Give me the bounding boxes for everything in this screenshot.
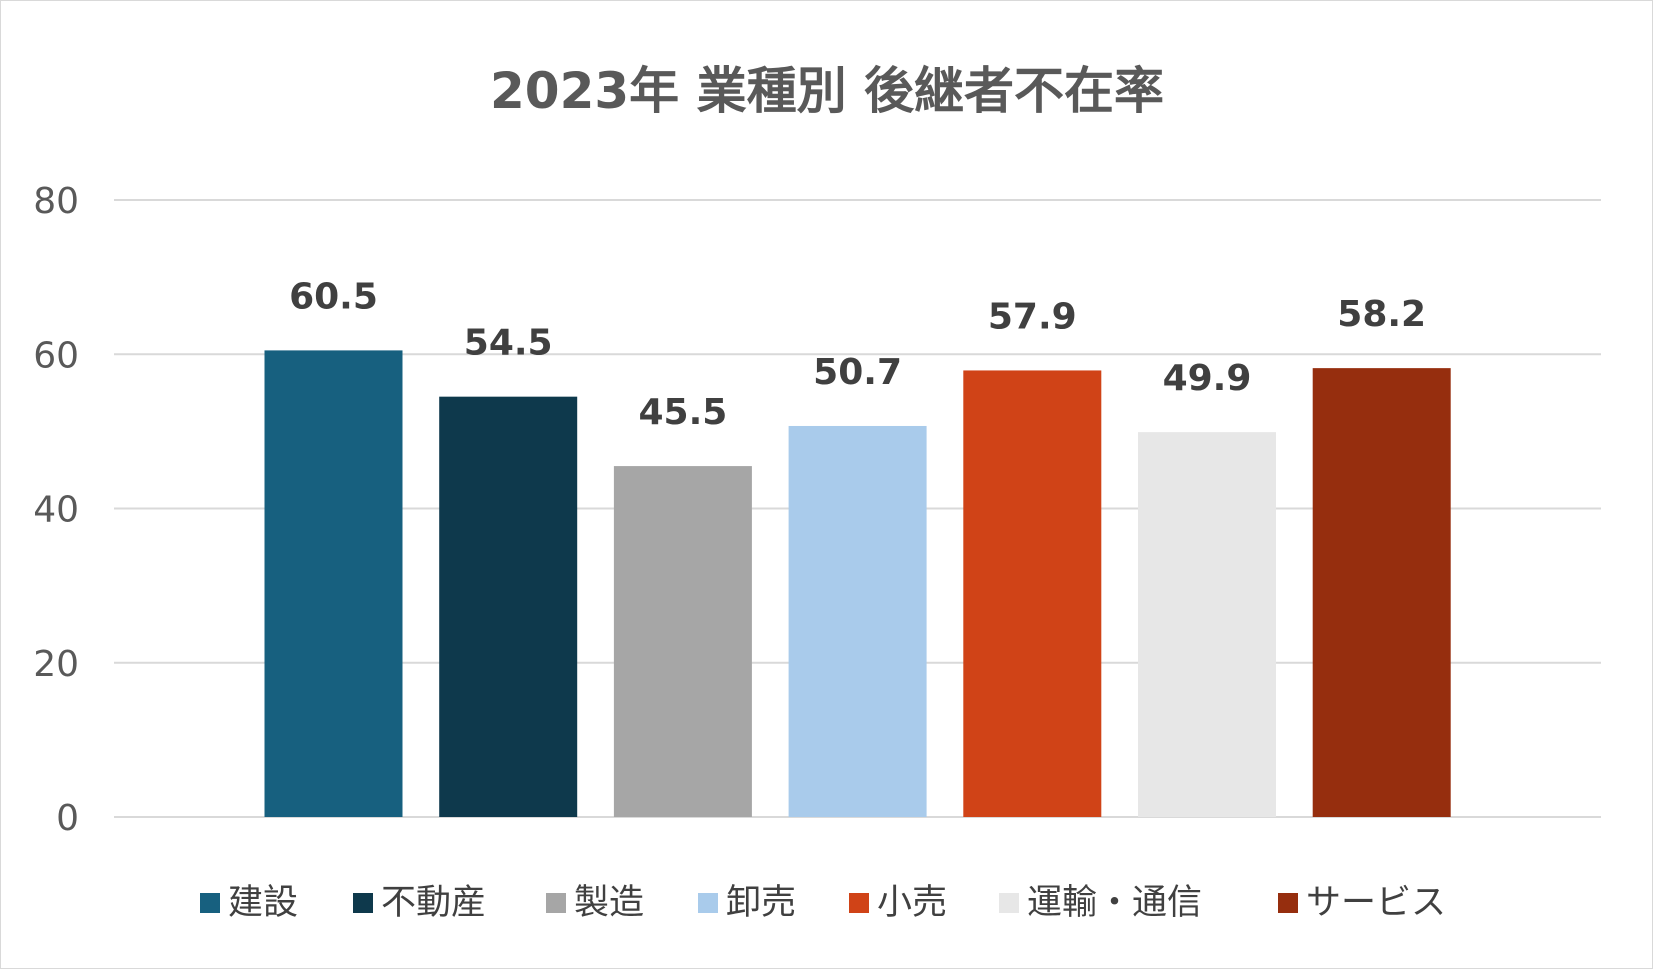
legend-swatch [698,893,718,913]
bars [264,350,1451,817]
data-label: 58.2 [1337,294,1426,335]
bar [613,466,752,817]
legend-label: 製造 [574,883,644,923]
data-label: 54.5 [464,323,553,364]
y-tick-label: 40 [33,490,79,531]
bar [963,370,1102,817]
legend-swatch [546,893,566,913]
legend-label: 不動産 [381,883,486,923]
bar [788,425,927,817]
legend-label: 建設 [228,883,298,923]
data-label: 57.9 [988,296,1077,337]
legend-swatch [200,893,220,913]
data-label: 49.9 [1163,358,1252,399]
data-label: 60.5 [289,276,378,317]
legend-label: サービス [1306,883,1446,923]
legend-swatch [1278,893,1298,913]
legend-label: 小売 [877,883,947,923]
legend-label: 運輸・通信 [1027,883,1202,923]
bar [1312,368,1451,817]
legend-swatch [999,893,1019,913]
data-label: 45.5 [638,392,727,433]
y-tick-label: 0 [56,798,79,839]
bar [439,396,578,817]
legend-swatch [849,893,869,913]
bar [1138,432,1276,817]
legend: 建設 不動産 製造 卸売 小売 運輸・通信 サービス [200,883,1446,923]
y-tick-label: 80 [33,181,79,222]
y-tick-label: 20 [33,644,79,685]
bar [264,350,403,817]
y-tick-label: 60 [33,335,79,376]
data-labels: 60.5 54.5 45.5 50.7 57.9 49.9 58.2 [289,276,1426,433]
data-label: 50.7 [813,352,902,393]
legend-label: 卸売 [726,883,796,923]
y-axis-ticks: 0 20 40 60 80 [33,181,79,839]
chart-title: 2023年 業種別 後継者不在率 [490,62,1164,120]
legend-swatch [353,893,373,913]
